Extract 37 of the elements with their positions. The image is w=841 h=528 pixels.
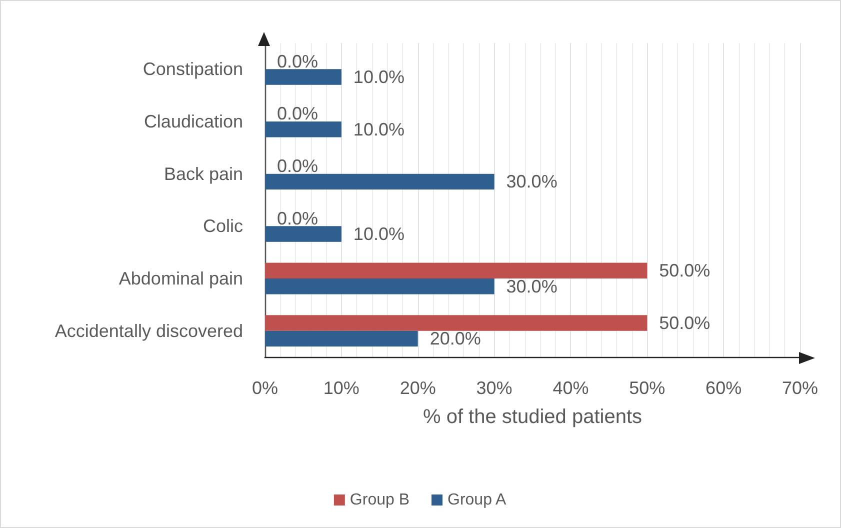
data-label: 10.0% — [353, 67, 404, 88]
y-tick-label: Abdominal pain — [118, 268, 243, 288]
data-label: 20.0% — [430, 328, 481, 349]
data-label: 0.0% — [277, 156, 318, 176]
data-label: 50.0% — [659, 312, 710, 333]
data-label: 10.0% — [353, 119, 404, 140]
data-label: 0.0% — [277, 104, 318, 124]
x-tick-label: 60% — [706, 378, 742, 398]
y-tick-label: Accidentally discovered — [54, 320, 243, 341]
bar — [265, 226, 342, 242]
bar — [265, 330, 418, 347]
bar — [265, 174, 494, 190]
bar — [265, 315, 648, 331]
data-label: 30.0% — [506, 276, 558, 296]
y-tick-label: Claudication — [144, 112, 243, 132]
data-label: 10.0% — [353, 224, 404, 244]
x-tick-label: 40% — [552, 378, 589, 398]
bar — [265, 278, 494, 294]
x-tick-label: 10% — [323, 378, 360, 398]
x-tick-label: 20% — [400, 378, 436, 398]
legend-label: Group B — [350, 492, 410, 508]
y-tick-label: Back pain — [164, 164, 243, 184]
x-tick-label: 70% — [782, 378, 818, 398]
x-tick-label: 50% — [629, 378, 666, 398]
data-label: 30.0% — [506, 172, 558, 192]
bar — [265, 69, 342, 85]
legend-label: Group A — [448, 492, 507, 508]
bar — [265, 122, 342, 138]
y-tick-label: Colic — [202, 216, 243, 236]
x-tick-label: 0% — [252, 378, 278, 398]
y-tick-label: Constipation — [142, 59, 243, 80]
bar — [265, 262, 648, 278]
data-label: 0.0% — [277, 51, 318, 72]
x-axis-title: % of the studied patients — [422, 406, 642, 428]
data-label: 50.0% — [659, 260, 710, 281]
x-tick-label: 30% — [476, 378, 512, 398]
data-label: 0.0% — [277, 208, 318, 228]
